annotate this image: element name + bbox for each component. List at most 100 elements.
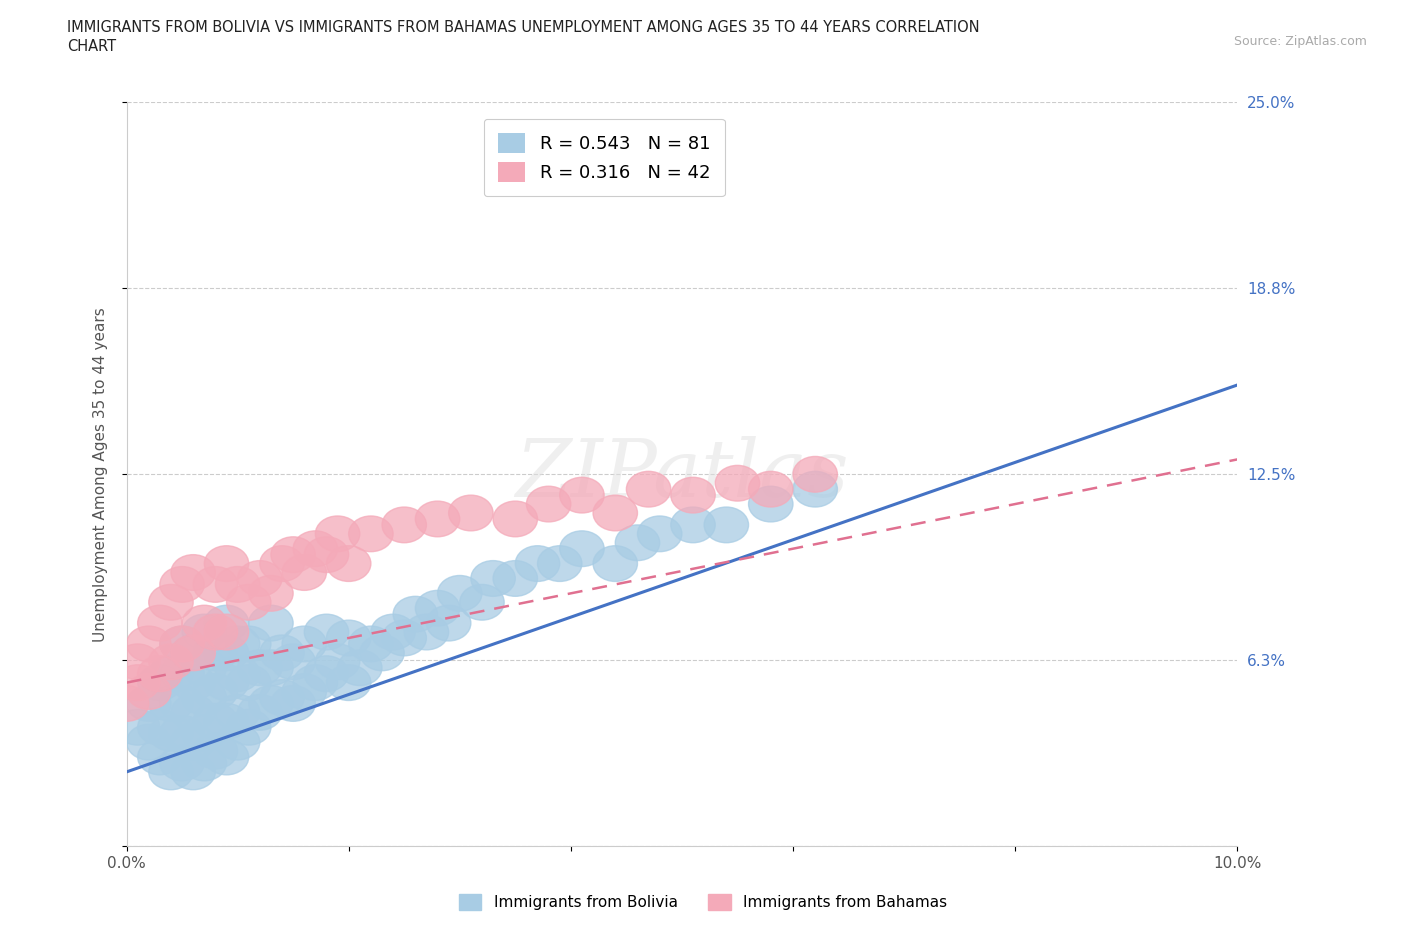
Ellipse shape (204, 546, 249, 581)
Ellipse shape (349, 626, 394, 662)
Ellipse shape (304, 537, 349, 573)
Ellipse shape (704, 507, 748, 543)
Ellipse shape (160, 566, 204, 603)
Ellipse shape (115, 710, 160, 745)
Ellipse shape (160, 656, 204, 692)
Ellipse shape (172, 635, 215, 671)
Ellipse shape (283, 554, 326, 591)
Ellipse shape (382, 507, 426, 543)
Ellipse shape (593, 495, 637, 531)
Ellipse shape (415, 501, 460, 537)
Ellipse shape (215, 626, 260, 662)
Ellipse shape (160, 715, 204, 751)
Ellipse shape (226, 584, 271, 620)
Ellipse shape (349, 516, 394, 551)
Ellipse shape (283, 626, 326, 662)
Ellipse shape (138, 656, 183, 692)
Ellipse shape (371, 614, 415, 650)
Ellipse shape (283, 673, 326, 710)
Ellipse shape (215, 695, 260, 730)
Ellipse shape (193, 614, 238, 650)
Ellipse shape (260, 635, 304, 671)
Ellipse shape (260, 680, 304, 715)
Ellipse shape (149, 685, 193, 722)
Ellipse shape (204, 665, 249, 700)
Ellipse shape (326, 665, 371, 700)
Ellipse shape (127, 673, 172, 710)
Ellipse shape (271, 537, 315, 573)
Ellipse shape (127, 626, 172, 662)
Ellipse shape (626, 472, 671, 507)
Ellipse shape (160, 685, 204, 722)
Ellipse shape (294, 531, 337, 566)
Ellipse shape (204, 703, 249, 739)
Ellipse shape (138, 710, 183, 745)
Text: IMMIGRANTS FROM BOLIVIA VS IMMIGRANTS FROM BAHAMAS UNEMPLOYMENT AMONG AGES 35 TO: IMMIGRANTS FROM BOLIVIA VS IMMIGRANTS FR… (67, 20, 980, 35)
Ellipse shape (215, 566, 260, 603)
Ellipse shape (115, 644, 160, 680)
Ellipse shape (671, 477, 716, 513)
Ellipse shape (172, 724, 215, 760)
Ellipse shape (149, 644, 193, 680)
Ellipse shape (183, 715, 226, 751)
Ellipse shape (471, 561, 515, 596)
Ellipse shape (183, 614, 226, 650)
Ellipse shape (226, 665, 271, 700)
Ellipse shape (337, 650, 382, 685)
Ellipse shape (515, 546, 560, 581)
Ellipse shape (172, 695, 215, 730)
Ellipse shape (793, 457, 838, 492)
Ellipse shape (394, 596, 437, 632)
Ellipse shape (193, 566, 238, 603)
Ellipse shape (149, 584, 193, 620)
Text: ZIPatlas: ZIPatlas (515, 435, 849, 513)
Ellipse shape (748, 472, 793, 507)
Ellipse shape (204, 635, 249, 671)
Ellipse shape (226, 710, 271, 745)
Ellipse shape (172, 754, 215, 790)
Ellipse shape (294, 665, 337, 700)
Ellipse shape (149, 754, 193, 790)
Ellipse shape (405, 614, 449, 650)
Ellipse shape (494, 501, 537, 537)
Ellipse shape (326, 546, 371, 581)
Ellipse shape (215, 656, 260, 692)
Ellipse shape (104, 685, 149, 722)
Ellipse shape (616, 525, 659, 561)
Ellipse shape (204, 605, 249, 641)
Ellipse shape (226, 626, 271, 662)
Ellipse shape (127, 724, 172, 760)
Ellipse shape (138, 605, 183, 641)
Ellipse shape (271, 685, 315, 722)
Ellipse shape (204, 614, 249, 650)
Ellipse shape (193, 703, 238, 739)
Ellipse shape (215, 724, 260, 760)
Ellipse shape (426, 605, 471, 641)
Ellipse shape (249, 576, 294, 611)
Ellipse shape (460, 584, 505, 620)
Ellipse shape (793, 472, 838, 507)
Ellipse shape (193, 733, 238, 769)
Ellipse shape (204, 739, 249, 775)
Ellipse shape (249, 650, 294, 685)
Ellipse shape (415, 591, 460, 626)
Legend: R = 0.543   N = 81, R = 0.316   N = 42: R = 0.543 N = 81, R = 0.316 N = 42 (484, 119, 724, 196)
Legend: Immigrants from Bolivia, Immigrants from Bahamas: Immigrants from Bolivia, Immigrants from… (453, 888, 953, 916)
Ellipse shape (382, 620, 426, 656)
Ellipse shape (160, 745, 204, 781)
Ellipse shape (193, 673, 238, 710)
Y-axis label: Unemployment Among Ages 35 to 44 years: Unemployment Among Ages 35 to 44 years (93, 307, 108, 642)
Ellipse shape (360, 635, 405, 671)
Ellipse shape (748, 486, 793, 522)
Ellipse shape (238, 695, 283, 730)
Ellipse shape (716, 465, 759, 501)
Ellipse shape (115, 665, 160, 700)
Text: CHART: CHART (67, 39, 117, 54)
Ellipse shape (138, 739, 183, 775)
Ellipse shape (249, 605, 294, 641)
Ellipse shape (671, 507, 716, 543)
Ellipse shape (560, 477, 605, 513)
Ellipse shape (172, 665, 215, 700)
Ellipse shape (593, 546, 637, 581)
Ellipse shape (526, 486, 571, 522)
